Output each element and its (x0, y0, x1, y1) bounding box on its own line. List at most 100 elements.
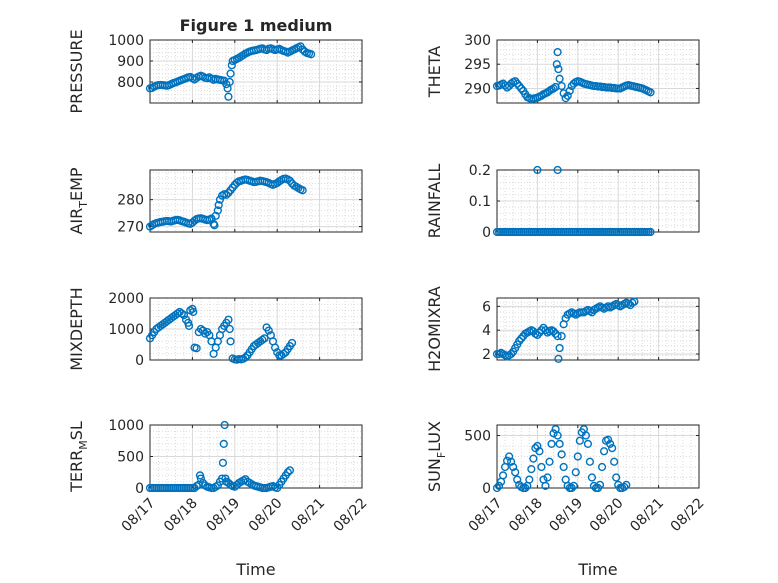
data-point (517, 84, 526, 93)
data-point (507, 457, 516, 466)
data-point (575, 436, 584, 445)
data-point (585, 457, 595, 466)
subplot-6: 2 4 6 H2OMIXRA (425, 286, 700, 372)
subplot-3: 270 280 AIRTEMP (67, 167, 363, 236)
data-point (646, 227, 655, 237)
data-point (513, 79, 522, 88)
data-point (279, 349, 288, 358)
data-point (498, 471, 508, 480)
data-point (213, 206, 222, 215)
data-point (196, 324, 205, 334)
data-point (515, 81, 524, 91)
x-axis-label: Time (235, 560, 275, 579)
y-tick-label: 0 (482, 225, 491, 241)
data-point (226, 69, 235, 78)
y-axis-label: THETA (425, 46, 444, 98)
data-series (145, 304, 297, 364)
data-point (503, 456, 512, 465)
data-point (184, 321, 194, 331)
data-point (210, 221, 219, 230)
data-point (533, 441, 542, 451)
data-point (573, 452, 582, 461)
y-axis-label-part: TERR (67, 450, 86, 493)
y-tick-label: 0 (135, 481, 144, 497)
data-point (219, 439, 228, 449)
data-point (260, 334, 269, 343)
y-tick-label: 290 (464, 81, 491, 97)
data-point (553, 431, 562, 440)
data-point (218, 458, 228, 467)
data-point (226, 337, 235, 346)
x-axis-label: Time (577, 560, 617, 579)
y-axis-label-part: MIXDEPTH (67, 287, 86, 370)
data-point (507, 79, 516, 88)
data-point (264, 326, 273, 335)
data-point (555, 439, 564, 449)
y-tick-label: 0.2 (469, 163, 491, 179)
data-point (307, 50, 316, 59)
data-point (258, 335, 267, 344)
data-point (283, 468, 292, 477)
data-point (612, 473, 621, 482)
data-point (298, 186, 307, 195)
axes-box (496, 39, 700, 104)
y-tick-label: 800 (117, 75, 144, 91)
y-axis-label-subscript: F (435, 452, 448, 458)
data-point (552, 60, 561, 69)
data-point (535, 447, 544, 456)
minor-grid (150, 425, 362, 488)
y-tick-label: 295 (464, 57, 491, 73)
data-point (285, 466, 295, 475)
data-point (196, 474, 205, 483)
data-point (554, 354, 563, 363)
data-point (507, 349, 516, 359)
y-axis-label: TERRMSL (67, 421, 90, 493)
data-point (587, 473, 597, 482)
data-series (492, 425, 631, 493)
data-point (559, 462, 568, 472)
y-tick-label: 300 (464, 33, 491, 49)
data-point (553, 48, 562, 57)
data-point (505, 452, 514, 461)
y-tick-label: 500 (464, 429, 491, 445)
y-tick-label: 1000 (108, 33, 144, 49)
data-point (214, 200, 223, 210)
data-point (224, 315, 233, 324)
data-point (521, 483, 530, 493)
data-series (145, 42, 316, 101)
data-point (492, 483, 502, 493)
y-axis-label-part: THETA (425, 46, 444, 98)
data-point (533, 165, 542, 175)
y-tick-label: 900 (117, 54, 144, 70)
data-point (179, 310, 189, 320)
data-point (581, 431, 590, 440)
data-series (492, 297, 639, 363)
data-point (192, 344, 201, 353)
data-point (494, 481, 504, 491)
y-axis-label: SUNFLUX (425, 421, 448, 492)
data-point (630, 297, 639, 306)
y-axis-label-part: PRESSURE (67, 29, 86, 113)
y-tick-label: 0 (482, 481, 491, 497)
data-point (541, 326, 550, 335)
data-point (646, 88, 655, 97)
data-point (189, 307, 198, 317)
y-tick-label: 2 (482, 347, 491, 363)
data-point (608, 444, 617, 453)
data-point (545, 86, 554, 95)
data-point (177, 309, 186, 318)
subplot-1: 800 900 1000 PRESSURE Figure 1 medium (67, 16, 363, 114)
y-axis-label: MIXDEPTH (67, 287, 86, 370)
data-point (539, 323, 548, 332)
y-tick-label: 1000 (108, 322, 144, 338)
y-tick-label: 500 (117, 450, 144, 466)
data-point (567, 483, 576, 493)
data-point (270, 343, 280, 352)
data-point (533, 330, 542, 340)
y-axis-label-part: RAINFALL (425, 164, 444, 239)
data-point (622, 480, 631, 489)
subplot-grid: 800 900 1000 PRESSURE Figure 1 medium 290 295 3… (67, 16, 707, 579)
data-point (527, 465, 536, 474)
